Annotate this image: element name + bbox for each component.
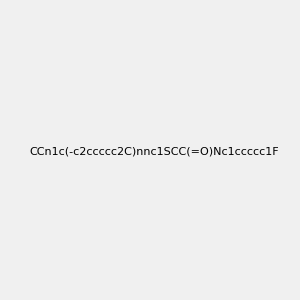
Text: CCn1c(-c2ccccc2C)nnc1SCC(=O)Nc1ccccc1F: CCn1c(-c2ccccc2C)nnc1SCC(=O)Nc1ccccc1F — [29, 146, 279, 157]
